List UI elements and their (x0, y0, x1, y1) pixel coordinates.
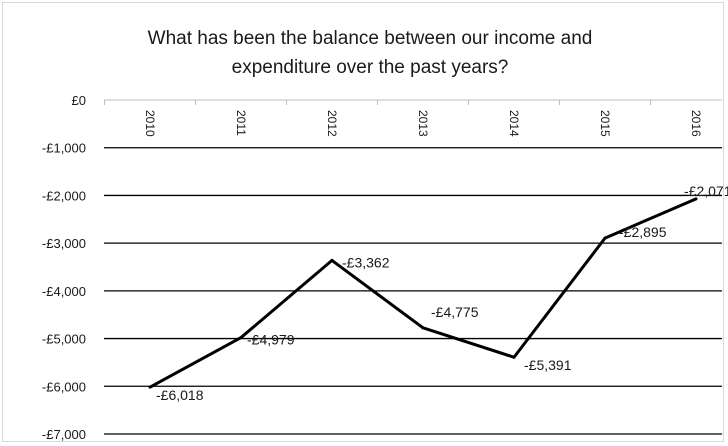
data-label: -£6,018 (156, 387, 204, 403)
x-tick-label: 2010 (143, 110, 157, 137)
x-tick-label: 2014 (507, 110, 521, 137)
x-tick-label: 2011 (234, 110, 248, 136)
data-label: -£3,362 (342, 254, 390, 270)
y-tick-label: -£4,000 (42, 284, 86, 299)
y-tick-label: -£6,000 (42, 379, 86, 394)
x-tick-label: 2013 (416, 110, 430, 137)
chart-title-line: What has been the balance between our in… (148, 28, 593, 49)
data-label: -£2,071 (684, 183, 728, 199)
data-point (603, 236, 607, 240)
x-tick-label: 2012 (325, 110, 339, 137)
y-tick-label: -£3,000 (42, 236, 86, 251)
data-label: -£2,895 (619, 224, 667, 240)
chart-title-line: expenditure over the past years? (232, 57, 509, 78)
data-point (694, 197, 698, 201)
y-axis-ticks: £0 -£1,000 -£2,000 -£3,000 -£4,000 -£5,000 -£6… (42, 93, 86, 442)
data-point (148, 385, 152, 389)
y-tick-label: -£7,000 (42, 427, 86, 442)
data-point (239, 336, 243, 340)
data-label: -£4,775 (431, 304, 479, 320)
gridlines (104, 99, 722, 435)
data-point (421, 326, 425, 330)
data-point (330, 258, 334, 262)
x-tick-label: 2015 (598, 110, 612, 137)
x-tick-label: 2016 (689, 110, 703, 137)
y-tick-label: -£5,000 (42, 332, 86, 347)
chart-frame (2, 2, 724, 442)
data-labels: -£6,018 -£4,979 -£3,362 -£4,775 -£5,391 -£2,8… (156, 183, 728, 403)
y-tick-label: -£1,000 (42, 141, 86, 156)
x-axis-ticks: 2010 2011 2012 2013 2014 2015 2016 (104, 100, 703, 137)
data-label: -£4,979 (247, 332, 295, 348)
series-line (148, 197, 698, 389)
y-tick-label: -£2,000 (42, 188, 86, 203)
chart-title: What has been the balance between our in… (148, 28, 593, 78)
y-tick-label: £0 (72, 93, 86, 108)
data-point (512, 355, 516, 359)
data-label: -£5,391 (524, 357, 572, 373)
series-polyline (149, 197, 697, 389)
